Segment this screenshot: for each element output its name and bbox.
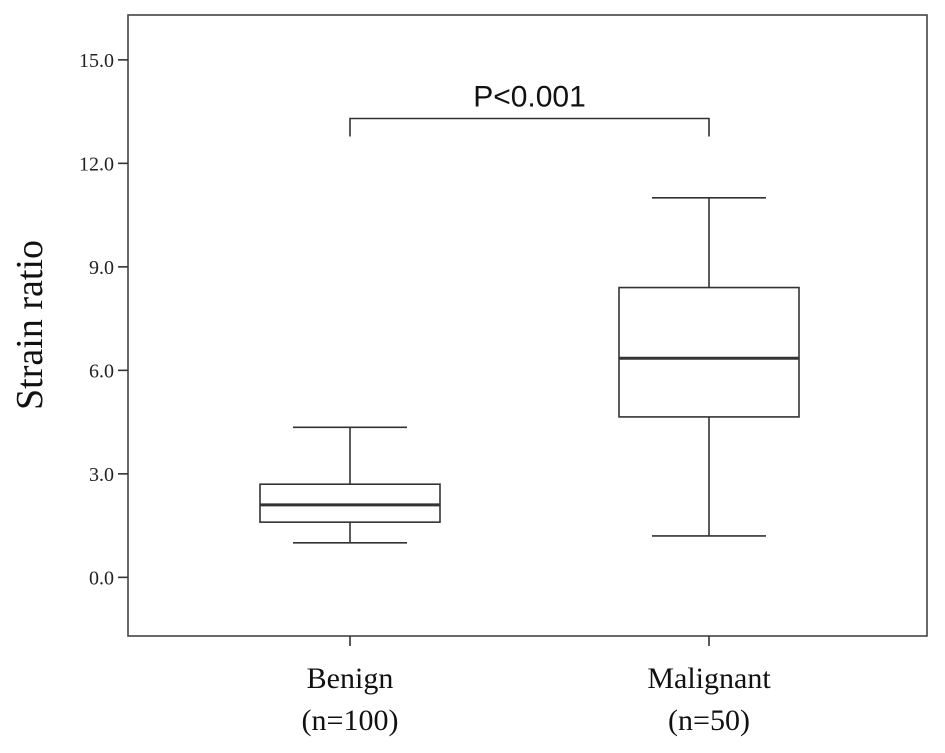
y-tick-label: 9.0 [89,257,114,279]
iqr-box [259,483,441,523]
p-value-label: P<0.001 [473,81,586,114]
y-tick-label: 3.0 [89,464,114,486]
x-category-label: Benign [307,662,394,695]
y-tick-label: 12.0 [79,153,114,175]
box-series [259,197,800,544]
y-axis-title: Strain ratio [9,240,51,410]
y-tick-label: 15.0 [79,50,114,72]
iqr-box [618,286,800,418]
y-tick-label: 0.0 [89,567,114,589]
x-axis-labels: Benign (n=100) Malignant (n=50) [302,636,771,737]
x-category-count: (n=100) [302,704,399,737]
plot-frame [127,14,928,637]
box-malignant [618,197,800,537]
significance-bracket [349,117,710,137]
x-category-count: (n=50) [668,704,750,737]
significance-annotation: P<0.001 [349,81,710,137]
y-axis-ticks: 0.0 3.0 6.0 9.0 12.0 15.0 [79,50,128,589]
y-tick-label: 6.0 [89,360,114,382]
box-benign [259,426,441,544]
x-category-label: Malignant [647,662,771,695]
